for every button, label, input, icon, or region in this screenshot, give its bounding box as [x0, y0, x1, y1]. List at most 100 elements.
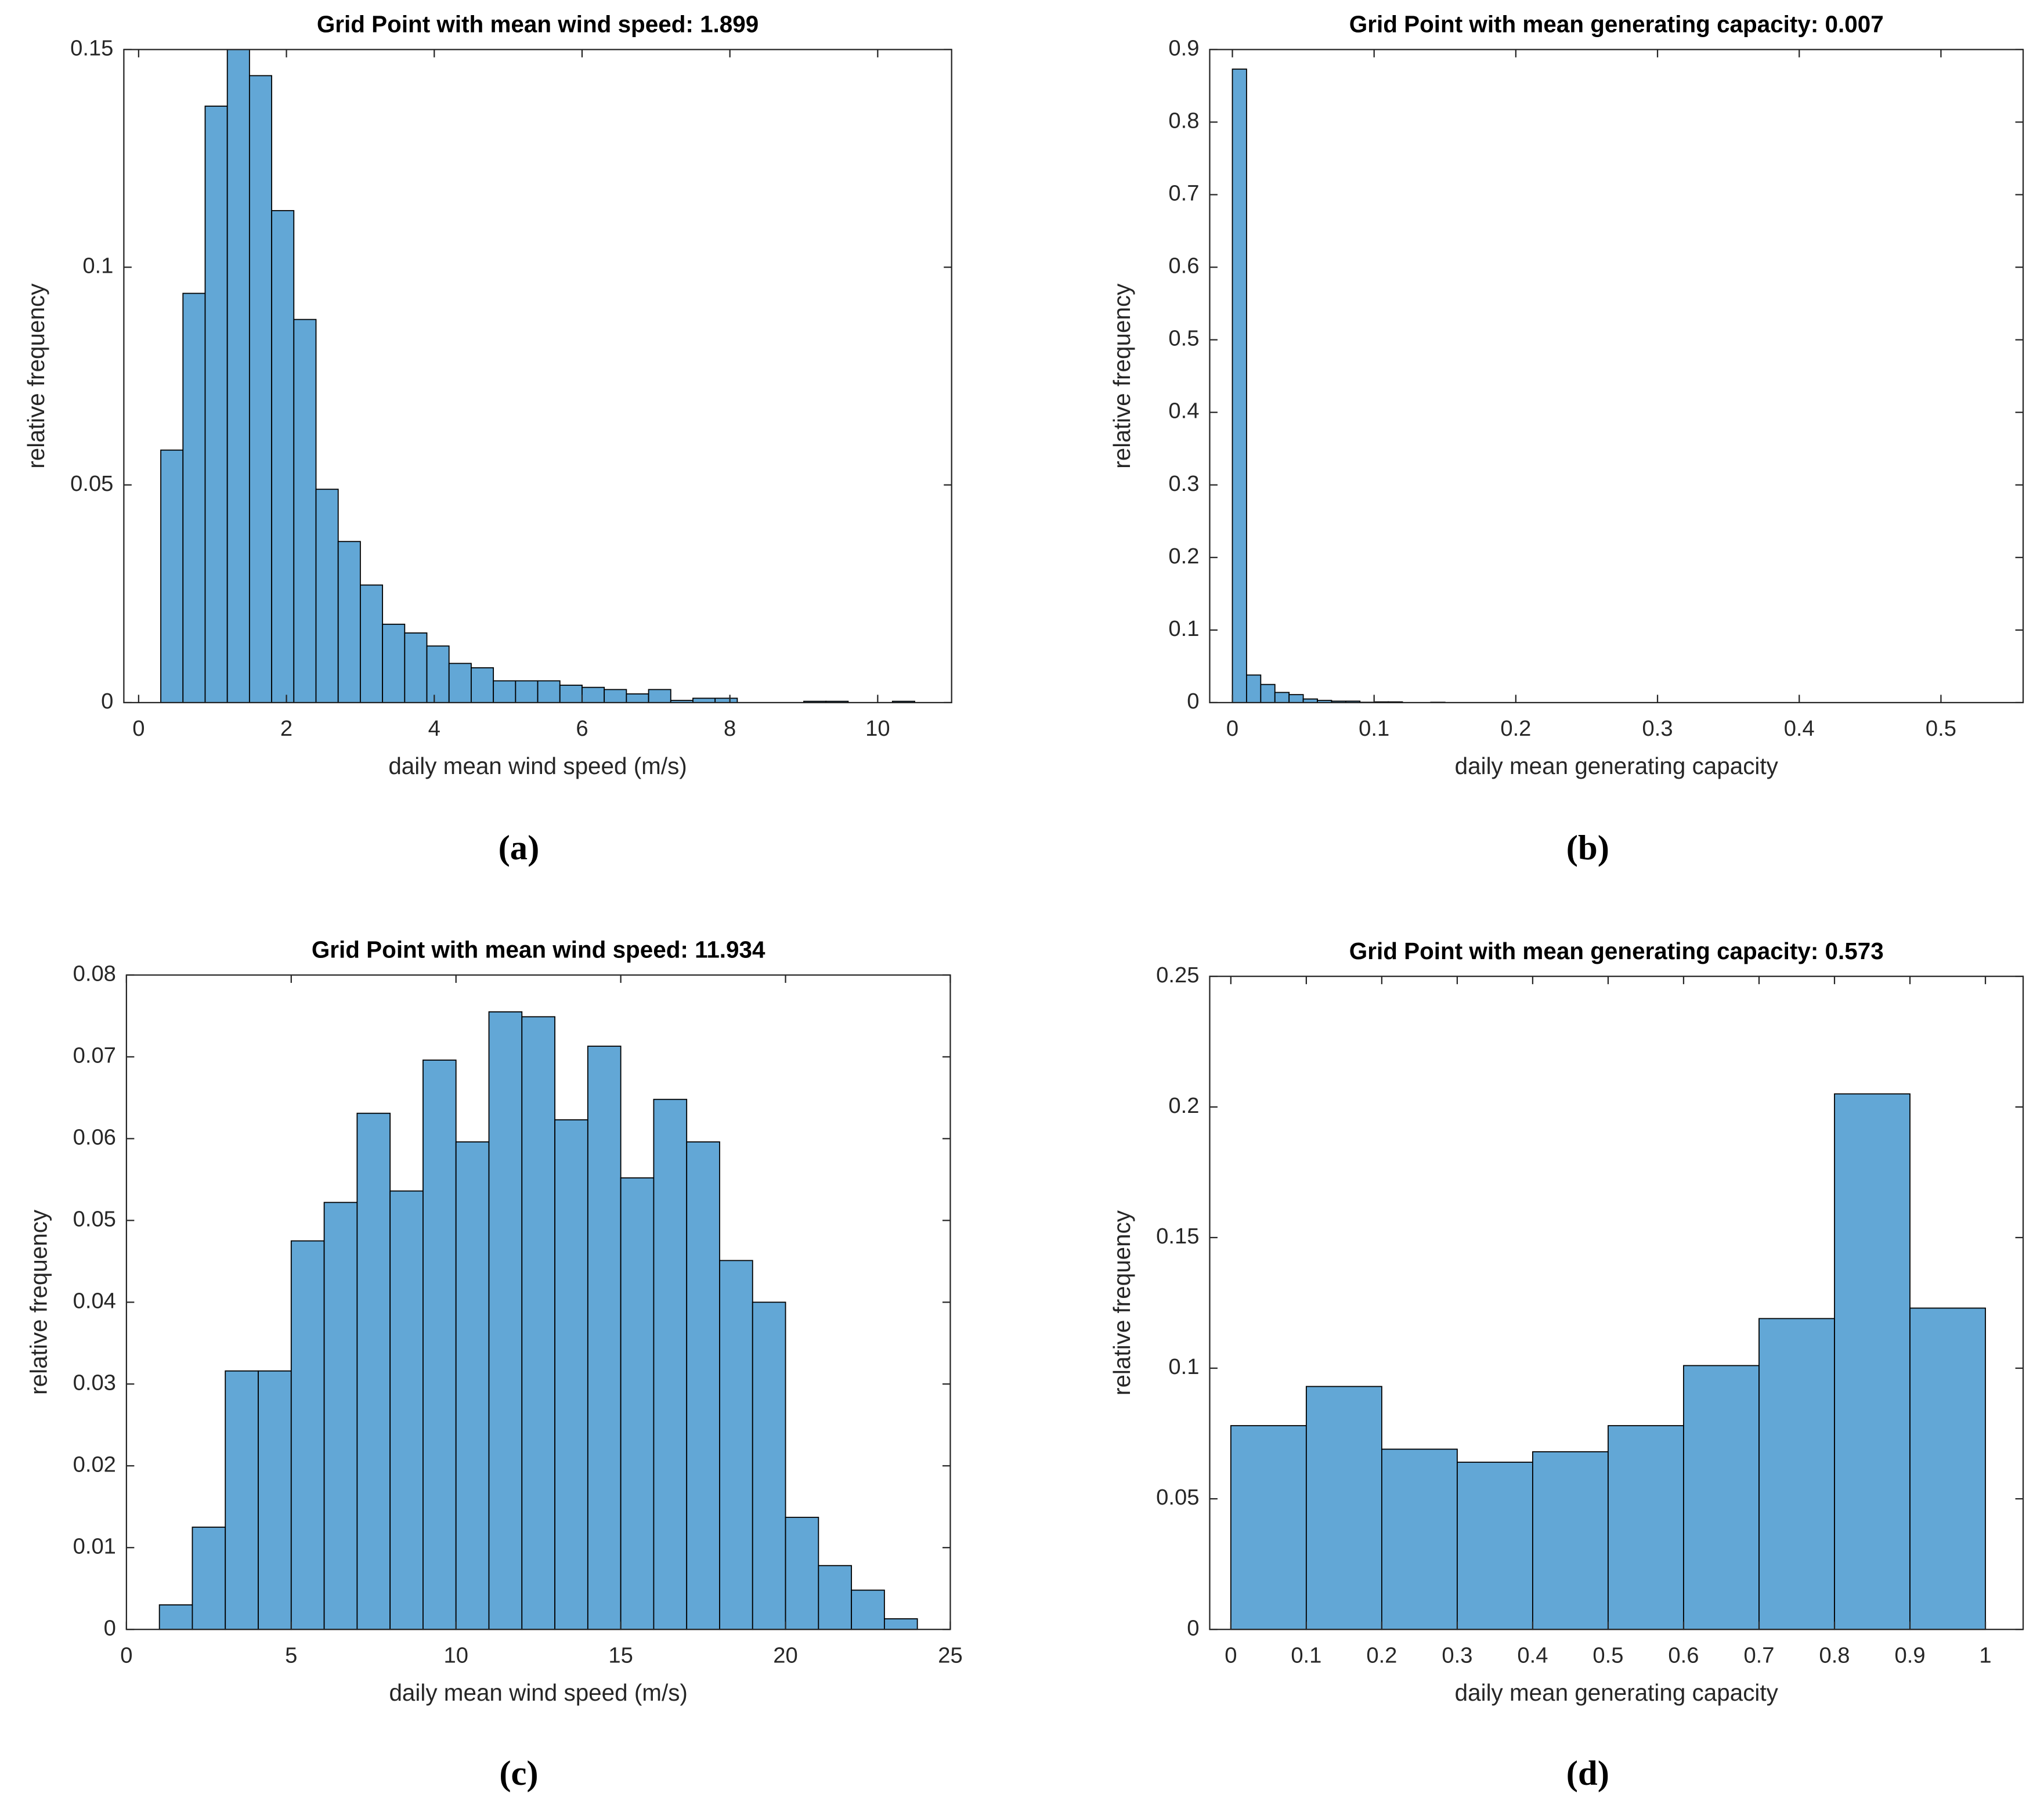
- bar: [537, 680, 561, 703]
- subfigure-caption: (a): [499, 829, 540, 867]
- bar: [1834, 1093, 1911, 1630]
- y-tick-label: 0.4: [1168, 399, 1199, 424]
- bar: [1381, 1448, 1458, 1630]
- y-axis-label: relative frequency: [1108, 283, 1135, 469]
- y-tick-label: 0.7: [1168, 181, 1199, 206]
- x-tick-label: 0.4: [1517, 1643, 1548, 1668]
- x-axis-label: daily mean wind speed (m/s): [388, 753, 687, 779]
- y-tick-label: 0: [1187, 1615, 1199, 1640]
- x-tick-label: 0.9: [1894, 1643, 1925, 1668]
- x-tick-label: 0.5: [1926, 716, 1956, 741]
- subfigure-caption: (c): [499, 1754, 538, 1793]
- bar: [582, 686, 605, 703]
- x-tick-label: 0: [120, 1643, 132, 1668]
- chart-title: Grid Point with mean wind speed: 11.934: [312, 936, 765, 963]
- bar: [554, 1119, 588, 1630]
- y-tick-label: 0.05: [70, 471, 113, 496]
- bar: [258, 1370, 292, 1630]
- bar: [719, 1260, 753, 1630]
- x-tick-label: 25: [938, 1643, 962, 1668]
- x-tick-label: 0: [1225, 1643, 1237, 1668]
- x-axis-label: daily mean generating capacity: [1455, 753, 1779, 779]
- bar: [192, 1527, 226, 1630]
- x-tick-label: 20: [773, 1643, 797, 1668]
- bar: [389, 1190, 424, 1630]
- axes-box: [1209, 49, 2024, 704]
- bar: [692, 697, 716, 703]
- y-tick-label: 0: [1187, 689, 1199, 714]
- x-tick-label: 0.2: [1500, 716, 1531, 741]
- x-tick-label: 0.2: [1366, 1643, 1397, 1668]
- y-tick-label: 0: [104, 1615, 116, 1640]
- x-tick-label: 0.7: [1743, 1643, 1774, 1668]
- bar: [356, 1112, 391, 1630]
- x-tick-label: 0.8: [1819, 1643, 1850, 1668]
- y-tick-label: 0.08: [73, 961, 116, 986]
- bar: [488, 1011, 523, 1630]
- x-tick-label: 10: [865, 716, 890, 741]
- plot-area: [1209, 49, 2024, 703]
- bar: [1288, 694, 1304, 703]
- y-tick-label: 0.1: [1168, 616, 1199, 641]
- x-tick-label: 5: [285, 1643, 297, 1668]
- y-tick-label: 0.1: [1168, 1354, 1199, 1379]
- bar: [226, 49, 250, 703]
- bar: [1230, 1425, 1307, 1630]
- bar: [204, 106, 228, 703]
- x-tick-label: 0.1: [1359, 716, 1389, 741]
- bar: [626, 693, 649, 703]
- x-tick-label: 0.3: [1642, 716, 1673, 741]
- x-axis-label: daily mean wind speed (m/s): [389, 1679, 687, 1706]
- y-axis-label: relative frequency: [23, 283, 49, 469]
- y-tick-label: 0.06: [73, 1124, 116, 1149]
- bar: [404, 632, 428, 703]
- y-tick-label: 0.3: [1168, 471, 1199, 496]
- x-tick-label: 6: [576, 716, 588, 741]
- chart-panel: 0 0.05 0.1 0.15 0 2 4 6 8 10 Grid Point with mean …: [23, 11, 952, 867]
- bar: [785, 1517, 819, 1630]
- x-tick-label: 0.5: [1592, 1643, 1623, 1668]
- chart-panel: 0 0.05 0.1 0.15 0.2 0.25 0 0.1 0.2 0.3 0.4 0.5 0.6 0.…: [1108, 938, 2024, 1793]
- subfigure-caption: (b): [1566, 829, 1609, 867]
- chart-panel: 0 0.01 0.02 0.03 0.04 0.05 0.06 0.07 0.08 0 5 10 15 2…: [25, 936, 962, 1793]
- axes-box: [123, 49, 952, 704]
- bar: [225, 1370, 259, 1630]
- bar: [851, 1589, 885, 1630]
- bar: [1274, 692, 1290, 703]
- bar: [515, 680, 539, 703]
- bar: [422, 1060, 457, 1630]
- x-tick-label: 8: [724, 716, 736, 741]
- bar: [271, 210, 295, 703]
- bar: [158, 1604, 193, 1630]
- bar: [471, 667, 494, 703]
- chart-title: Grid Point with mean generating capacity…: [1349, 938, 1884, 964]
- y-axis-label: relative frequency: [1108, 1210, 1135, 1395]
- chart-title: Grid Point with mean wind speed: 1.899: [317, 11, 759, 38]
- y-axis-label: relative frequency: [25, 1209, 52, 1395]
- bar: [883, 1618, 918, 1630]
- bar: [1758, 1318, 1835, 1630]
- bar: [248, 75, 272, 703]
- bar: [315, 489, 339, 703]
- x-tick-label: 0.1: [1291, 1643, 1321, 1668]
- chart-title: Grid Point with mean generating capacity…: [1349, 11, 1884, 38]
- y-tick-label: 0.8: [1168, 109, 1199, 133]
- bar: [686, 1141, 720, 1630]
- x-tick-label: 1: [1979, 1643, 1991, 1668]
- bar: [648, 689, 671, 703]
- y-tick-label: 0.02: [73, 1452, 116, 1477]
- y-tick-label: 0.25: [1156, 963, 1199, 988]
- bar: [290, 1240, 325, 1630]
- bar: [521, 1016, 555, 1630]
- bar: [604, 689, 627, 703]
- bar: [1232, 68, 1247, 703]
- y-tick-label: 0.03: [73, 1370, 116, 1395]
- bar: [337, 541, 361, 703]
- y-tick-label: 0.05: [1156, 1485, 1199, 1510]
- y-tick-label: 0.1: [82, 254, 113, 279]
- x-tick-label: 0: [1226, 716, 1238, 741]
- bar: [620, 1177, 655, 1630]
- y-tick-label: 0.6: [1168, 254, 1199, 279]
- y-tick-label: 0.2: [1168, 544, 1199, 569]
